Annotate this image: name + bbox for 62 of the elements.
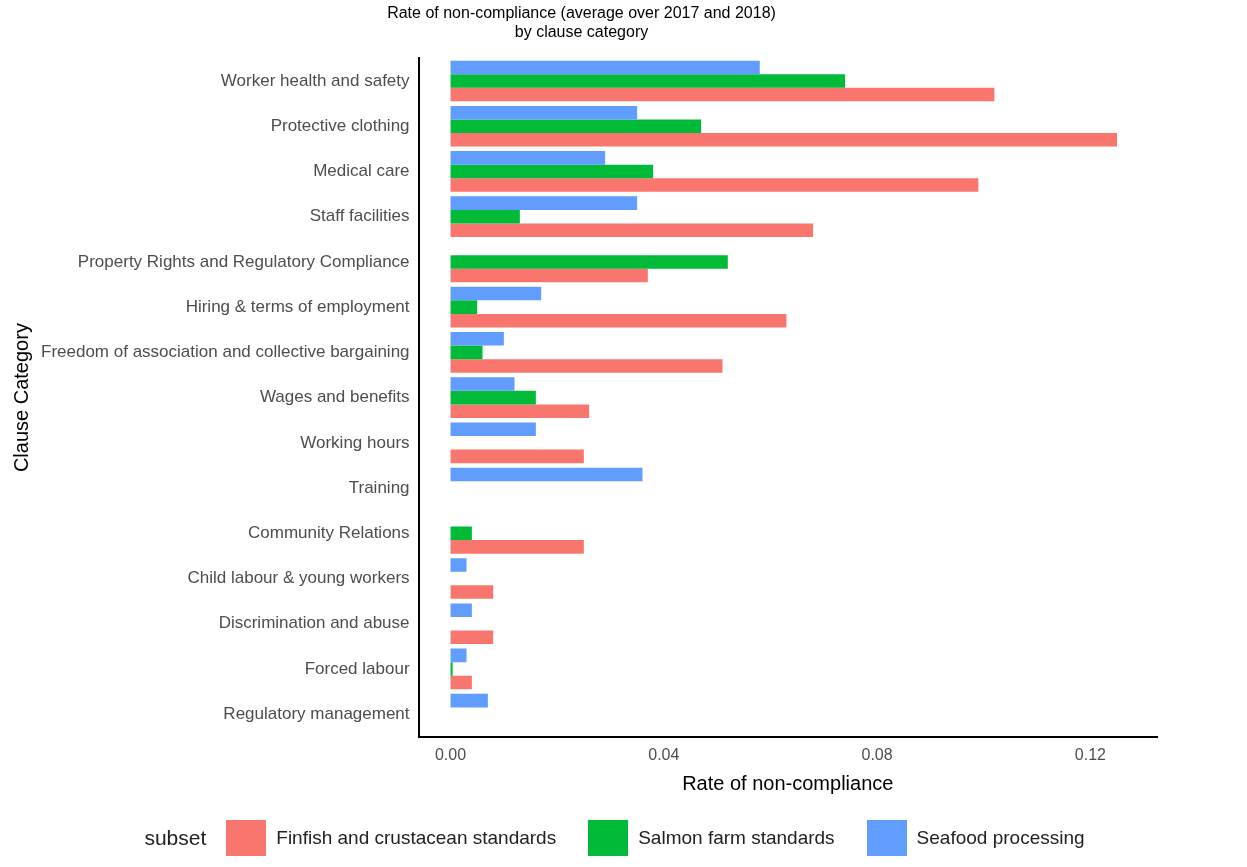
bar [450, 87, 995, 102]
chart-title: Rate of non-compliance (average over 2017 and 2018) by clause category [387, 4, 776, 41]
y-tick-label: Regulatory management [223, 703, 410, 723]
y-tick-label: Wages and benefits [259, 387, 410, 407]
bar [450, 60, 760, 75]
bar [450, 74, 846, 88]
bar [450, 268, 648, 283]
x-tick-label: 0.08 [861, 745, 893, 763]
bar [450, 313, 787, 328]
legend-label: Seafood processing [916, 827, 1085, 849]
bar [450, 345, 483, 360]
bar [450, 223, 814, 238]
bar [450, 662, 453, 676]
bar [450, 422, 536, 437]
bar [450, 540, 584, 554]
bar [450, 377, 515, 391]
y-tick-label: Community Relations [247, 522, 410, 542]
bar [450, 648, 467, 663]
bar [450, 119, 702, 134]
bar [450, 526, 472, 541]
legend-label: Salmon farm standards [638, 827, 835, 849]
bar [450, 196, 638, 210]
bar [450, 404, 590, 418]
bar [450, 332, 504, 346]
bar [450, 390, 536, 405]
x-tick-label: 0.00 [434, 745, 467, 763]
bar [450, 178, 979, 192]
bar [450, 675, 472, 690]
x-axis-title: Rate of non-compliance [682, 771, 894, 794]
legend-title: subset [144, 826, 207, 850]
y-tick-label: Child labour & young workers [187, 568, 410, 588]
legend-label: Finfish and crustacean standards [276, 827, 557, 849]
bar [450, 209, 520, 224]
y-tick-label: Worker health and safety [220, 70, 411, 90]
bar [450, 467, 643, 482]
bar [450, 286, 542, 301]
bar [450, 133, 1118, 147]
y-tick-label: Freedom of association and collective bargaining [41, 342, 410, 362]
y-tick-label: Staff facilities [309, 206, 410, 226]
bar [450, 630, 494, 645]
bar [450, 300, 478, 314]
bar [450, 164, 654, 179]
y-tick-label: Property Rights and Regulatory Compliance [77, 251, 410, 271]
bar [450, 255, 728, 269]
y-tick-label: Hiring & terms of employment [185, 296, 410, 316]
x-tick-label: 0.12 [1074, 745, 1107, 763]
bar [450, 603, 472, 617]
y-axis-title: Clause Category [9, 323, 32, 473]
bar [450, 359, 723, 373]
y-tick-label: Protective clothing [270, 115, 410, 135]
bar [450, 558, 467, 572]
bar [450, 449, 584, 464]
x-tick-label: 0.04 [648, 745, 680, 763]
bar [450, 585, 494, 599]
y-tick-label: Forced labour [304, 658, 410, 678]
bar [450, 105, 638, 120]
y-tick-label: Discrimination and abuse [218, 613, 410, 633]
bar [450, 693, 488, 708]
y-tick-label: Training [348, 477, 410, 497]
y-tick-label: Working hours [300, 432, 410, 452]
y-tick-label: Medical care [313, 161, 410, 181]
bar [450, 151, 606, 165]
